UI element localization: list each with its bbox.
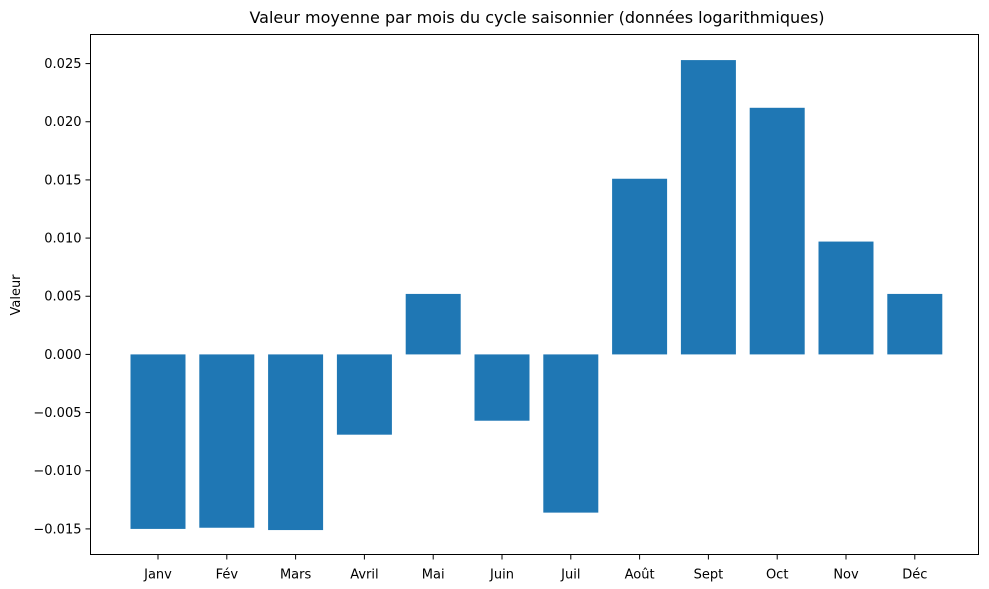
y-tick-label: −0.005 — [33, 406, 81, 421]
x-tick-label: Mars — [280, 568, 312, 583]
x-tick-label: Mai — [422, 568, 445, 583]
bar-juil — [543, 354, 599, 513]
x-tick-label: Août — [625, 568, 655, 583]
x-axis: Janv Fév Mars Avril Mai Juin Juil Août Sept Oct No… — [143, 554, 927, 583]
x-tick-label: Juin — [489, 568, 514, 583]
bar-sept — [680, 60, 736, 355]
bar-mars — [268, 354, 324, 531]
y-tick-label: 0.020 — [44, 115, 81, 130]
y-tick-label: −0.015 — [33, 522, 81, 537]
x-tick-label: Avril — [350, 568, 378, 583]
bar-août — [612, 178, 668, 355]
x-tick-label: Déc — [902, 568, 927, 583]
bar-juin — [474, 354, 530, 421]
bar-nov — [818, 241, 874, 355]
x-tick-label: Fév — [216, 568, 239, 583]
bar-janv — [130, 354, 186, 529]
axes-frame — [90, 34, 979, 555]
x-tick-label: Juil — [560, 568, 580, 583]
y-tick-label: 0.015 — [44, 173, 81, 188]
y-tick-label: 0.005 — [44, 290, 81, 305]
y-axis-label: Valeur — [9, 274, 24, 316]
x-tick-label: Sept — [694, 568, 724, 583]
y-tick-label: 0.000 — [44, 348, 81, 363]
bar-déc — [887, 293, 943, 355]
x-tick-label: Oct — [766, 568, 788, 583]
y-tick-label: 0.025 — [44, 57, 81, 72]
bars-group — [130, 60, 943, 531]
y-tick-label: 0.010 — [44, 232, 81, 247]
bar-avril — [336, 354, 392, 435]
bar-mai — [405, 293, 461, 355]
bar-oct — [749, 107, 805, 355]
x-tick-label: Nov — [833, 568, 859, 583]
bar-fév — [199, 354, 255, 528]
chart-title: Valeur moyenne par mois du cycle saisonn… — [249, 8, 824, 27]
y-axis: −0.015 −0.010 −0.005 0.000 0.005 0.010 0.015 0.… — [33, 57, 91, 537]
y-tick-label: −0.010 — [33, 464, 81, 479]
x-tick-label: Janv — [143, 568, 172, 583]
